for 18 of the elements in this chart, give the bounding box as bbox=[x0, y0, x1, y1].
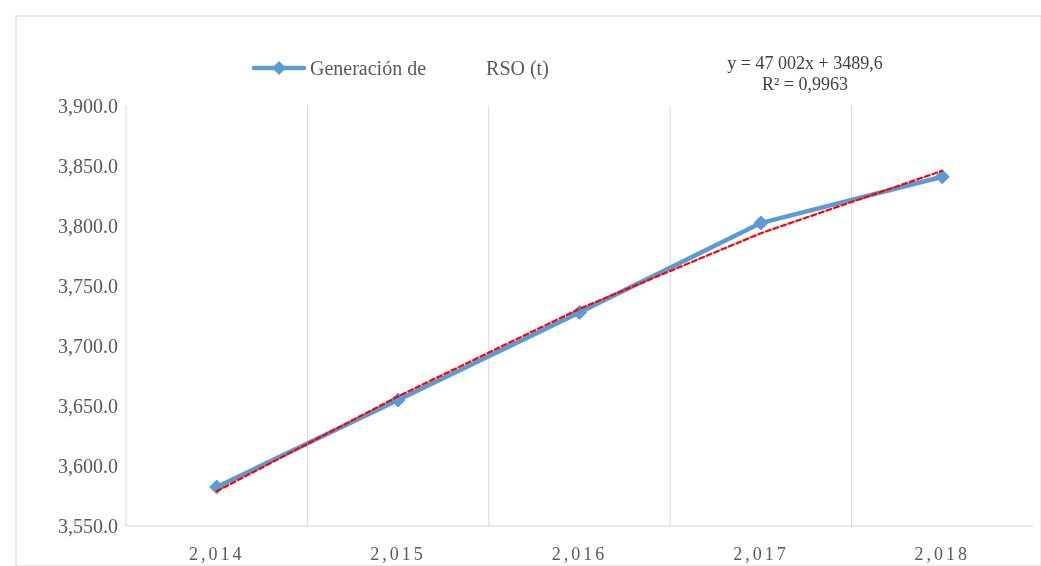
x-tick-label: 2,018 bbox=[914, 544, 971, 564]
point bbox=[753, 215, 769, 231]
y-tick-label: 3,650.0 bbox=[58, 395, 118, 417]
text: y = 47 002x + 3489,6 bbox=[727, 53, 883, 73]
x-tick-label: 2,015 bbox=[370, 544, 426, 564]
point bbox=[934, 169, 950, 185]
x-tick-label: 2,017 bbox=[733, 544, 789, 564]
y-tick-label: 3,900.0 bbox=[58, 95, 118, 117]
y-tick-label: 3,850.0 bbox=[58, 155, 118, 177]
x-tick-label: 2,014 bbox=[188, 544, 245, 564]
x-tick-label: 2,016 bbox=[551, 544, 608, 564]
y-tick-label: 3,750.0 bbox=[58, 275, 118, 297]
y-tick-label: 3,600.0 bbox=[58, 455, 118, 477]
y-tick-label: 3,800.0 bbox=[58, 215, 118, 237]
text: R² = 0,9963 bbox=[761, 74, 849, 94]
y-tick-label: 3,700.0 bbox=[58, 335, 118, 357]
y-tick-label: 3,550.0 bbox=[58, 515, 118, 537]
legend-label: Generación de RSO (t) bbox=[310, 57, 549, 80]
